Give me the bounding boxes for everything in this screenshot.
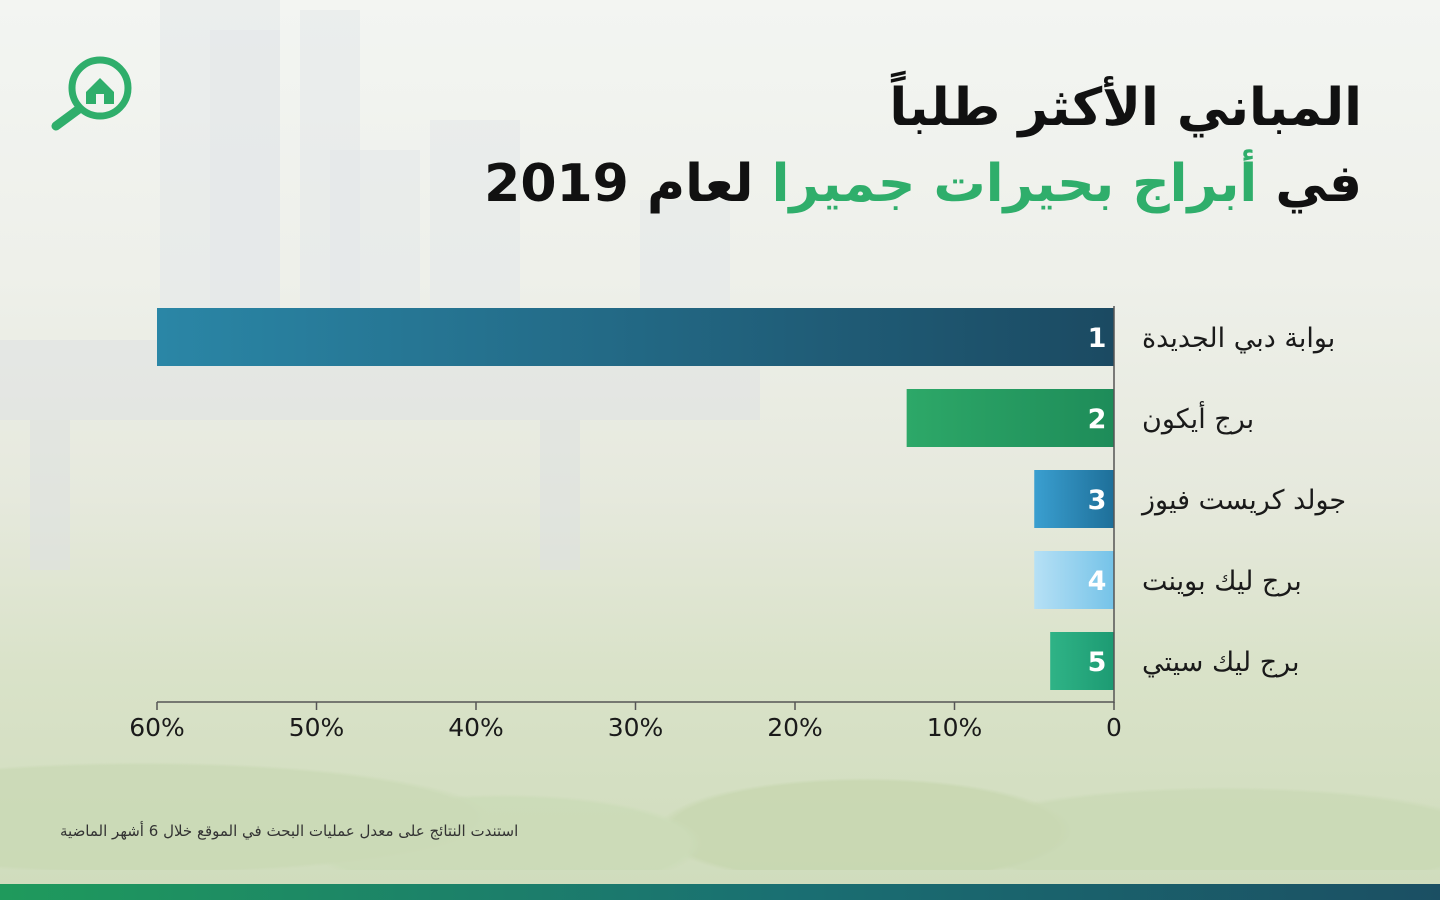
category-label: برج أيكون [1142,400,1254,435]
x-tick-label: 20% [767,713,823,742]
title-highlight: أبراج بحيرات جميرا [771,154,1258,214]
bar-rank-label: 5 [1088,647,1107,678]
x-tick-label: 10% [927,713,983,742]
bar-rank-label: 4 [1088,566,1107,597]
bar-5 [1050,632,1114,690]
x-tick-label: 40% [448,713,504,742]
category-label: برج ليك سيتي [1142,647,1300,678]
title-line-2-suffix: لعام 2019 [484,154,754,214]
title-line-2-prefix: في [1275,154,1362,214]
footnote: استندت النتائج على معدل عمليات البحث في … [60,822,519,840]
home-search-logo-icon [51,56,132,131]
title-line-2: في أبراج بحيرات جميرا لعام 2019 [362,146,1362,222]
x-tick-label: 60% [129,713,185,742]
bar-rank-label: 2 [1088,404,1107,435]
x-tick-label: 0 [1106,713,1122,742]
bar-4 [1034,551,1114,609]
category-label: برج ليك بوينت [1142,566,1302,597]
x-tick-label: 30% [608,713,664,742]
bar-rank-label: 1 [1088,323,1107,354]
bar-2 [906,389,1114,447]
category-label: بوابة دبي الجديدة [1142,323,1335,354]
page-title: المباني الأكثر طلباً في أبراج بحيرات جمي… [362,70,1362,222]
bottom-accent-strip [0,884,1440,900]
category-label: جولد كريست فيوز [1140,485,1346,516]
x-tick-label: 50% [289,713,345,742]
bar-1 [157,308,1114,366]
bar-rank-label: 3 [1088,485,1107,516]
bar-3 [1034,470,1114,528]
title-line-1: المباني الأكثر طلباً [889,78,1362,138]
